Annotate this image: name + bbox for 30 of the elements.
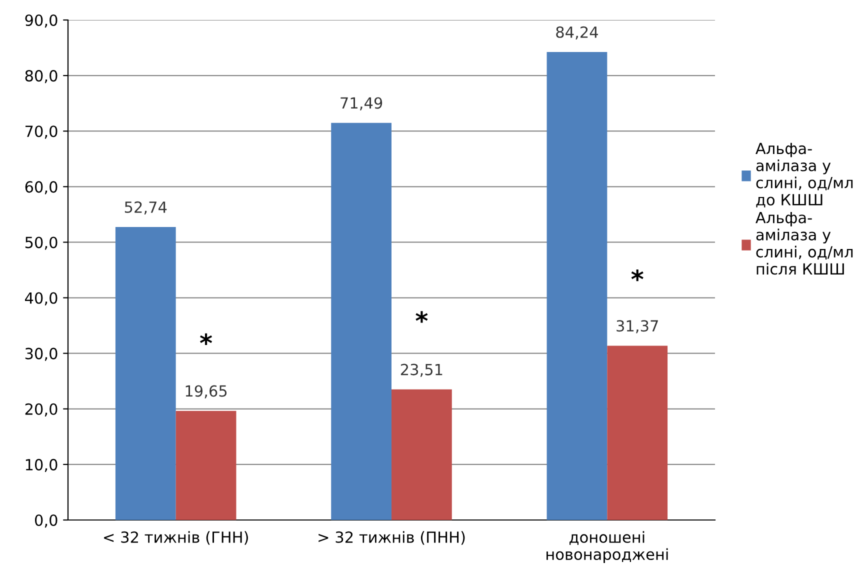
y-tick-label: 0,0 (34, 514, 58, 528)
y-tick-label: 50,0 (25, 236, 58, 250)
x-tick-label: > 32 тижнів (ПНН) (318, 531, 465, 545)
y-tick-label: 60,0 (25, 181, 58, 194)
y-tick-label: 70,0 (26, 126, 58, 139)
data-label: 19,65 (186, 385, 227, 398)
annotation: * (631, 269, 644, 282)
data-label: 31,37 (616, 320, 658, 334)
x-tick-label: < 32 тижнів (ГНН) (104, 531, 248, 545)
annotation: * (416, 311, 428, 323)
bar (392, 389, 452, 520)
bar (115, 227, 176, 520)
x-tick-label: доношені новонароджені (546, 531, 668, 564)
data-label: 84,24 (556, 26, 598, 40)
data-label: 52,74 (124, 201, 167, 214)
bar (607, 346, 668, 520)
data-label: 71,49 (340, 97, 382, 110)
y-tick-label: 10,0 (26, 458, 58, 472)
data-label: 23,51 (400, 364, 442, 377)
y-tick-label: 30,0 (25, 348, 58, 361)
bar (546, 52, 608, 520)
y-tick-label: 40,0 (25, 292, 58, 306)
y-tick-label: 20,0 (25, 403, 58, 416)
legend-label: Альфа- амілаза у слині, од/мл після КШШ (756, 212, 853, 275)
bar (176, 410, 236, 520)
legend-label: Альфа- амілаза у слині, од/мл до КШШ (756, 142, 853, 208)
y-tick-label: 80,0 (25, 70, 58, 84)
annotation: * (200, 333, 212, 345)
y-tick-label: 90,0 (25, 14, 58, 28)
bar (331, 122, 392, 520)
